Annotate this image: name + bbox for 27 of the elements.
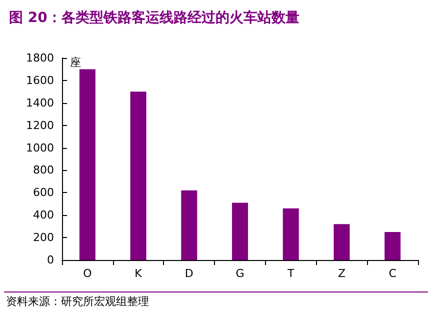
x-tick-label: T xyxy=(286,267,294,280)
x-tick-label: G xyxy=(236,267,244,280)
bar xyxy=(384,232,401,260)
bar xyxy=(79,69,96,260)
text: 资料来源：研究所宏观组整理 xyxy=(6,295,149,308)
bar xyxy=(282,208,299,260)
bar xyxy=(232,202,248,260)
y-axis-title: 座 xyxy=(70,56,81,69)
bar xyxy=(130,92,146,260)
y-tick-label: 1800 xyxy=(26,52,54,64)
y-tick-label: 200 xyxy=(33,231,54,244)
y-tick-label: 1200 xyxy=(26,118,54,132)
bar xyxy=(181,190,198,260)
chart-title: 图 20：各类型铁路客运线路经过的火车站数量 xyxy=(9,9,300,26)
bar xyxy=(334,224,350,260)
x-tick-label: K xyxy=(134,267,143,280)
x-tick-label: C xyxy=(388,267,397,280)
y-tick-label: 400 xyxy=(33,208,54,222)
x-tick-label: D xyxy=(184,267,194,280)
y-tick-label: 1600 xyxy=(26,74,54,87)
y-tick-label: 800 xyxy=(33,164,54,177)
y-tick-label: 0 xyxy=(47,254,54,266)
x-tick-label: Z xyxy=(338,267,346,280)
y-tick-label: 1000 xyxy=(26,141,54,154)
y-tick-label: 1400 xyxy=(26,96,54,110)
x-tick-label: O xyxy=(83,267,92,280)
y-tick-label: 600 xyxy=(33,186,54,200)
